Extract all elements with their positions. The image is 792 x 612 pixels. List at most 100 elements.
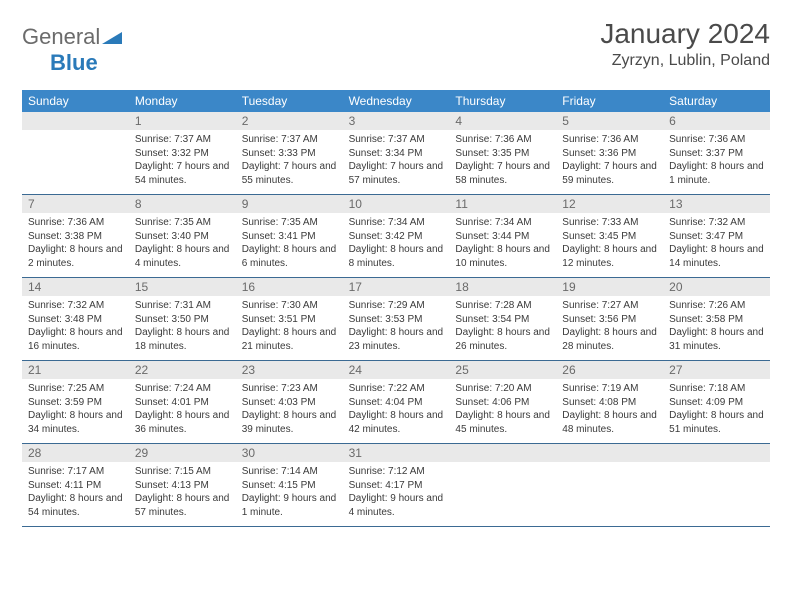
logo-word-blue: Blue <box>50 50 98 75</box>
sunset-text: Sunset: 4:11 PM <box>28 479 123 493</box>
day-number: 2 <box>236 112 343 130</box>
day-number: 1 <box>129 112 236 130</box>
day-body: Sunrise: 7:31 AMSunset: 3:50 PMDaylight:… <box>129 296 236 357</box>
daylight-text: Daylight: 8 hours and 16 minutes. <box>28 326 123 353</box>
sunset-text: Sunset: 3:51 PM <box>242 313 337 327</box>
day-number: 12 <box>556 195 663 213</box>
daylight-text: Daylight: 7 hours and 59 minutes. <box>562 160 657 187</box>
day-cell: 20Sunrise: 7:26 AMSunset: 3:58 PMDayligh… <box>663 278 770 360</box>
dow-monday: Monday <box>129 90 236 112</box>
sunrise-text: Sunrise: 7:23 AM <box>242 382 337 396</box>
day-number: 18 <box>449 278 556 296</box>
day-body: Sunrise: 7:32 AMSunset: 3:48 PMDaylight:… <box>22 296 129 357</box>
day-number: 28 <box>22 444 129 462</box>
day-cell <box>449 444 556 526</box>
dow-sunday: Sunday <box>22 90 129 112</box>
day-body: Sunrise: 7:22 AMSunset: 4:04 PMDaylight:… <box>343 379 450 440</box>
day-body: Sunrise: 7:14 AMSunset: 4:15 PMDaylight:… <box>236 462 343 523</box>
daylight-text: Daylight: 9 hours and 4 minutes. <box>349 492 444 519</box>
daylight-text: Daylight: 8 hours and 14 minutes. <box>669 243 764 270</box>
sunrise-text: Sunrise: 7:15 AM <box>135 465 230 479</box>
dow-friday: Friday <box>556 90 663 112</box>
daylight-text: Daylight: 8 hours and 28 minutes. <box>562 326 657 353</box>
dow-wednesday: Wednesday <box>343 90 450 112</box>
day-number: 22 <box>129 361 236 379</box>
logo-word-general: General <box>22 24 100 50</box>
title-block: January 2024 Zyrzyn, Lublin, Poland <box>600 18 770 70</box>
day-number: 21 <box>22 361 129 379</box>
day-body: Sunrise: 7:12 AMSunset: 4:17 PMDaylight:… <box>343 462 450 523</box>
day-body: Sunrise: 7:27 AMSunset: 3:56 PMDaylight:… <box>556 296 663 357</box>
sunrise-text: Sunrise: 7:20 AM <box>455 382 550 396</box>
daylight-text: Daylight: 8 hours and 39 minutes. <box>242 409 337 436</box>
day-body: Sunrise: 7:24 AMSunset: 4:01 PMDaylight:… <box>129 379 236 440</box>
day-body: Sunrise: 7:33 AMSunset: 3:45 PMDaylight:… <box>556 213 663 274</box>
sunset-text: Sunset: 3:37 PM <box>669 147 764 161</box>
daylight-text: Daylight: 7 hours and 58 minutes. <box>455 160 550 187</box>
sunset-text: Sunset: 3:54 PM <box>455 313 550 327</box>
sunset-text: Sunset: 3:36 PM <box>562 147 657 161</box>
day-body: Sunrise: 7:35 AMSunset: 3:41 PMDaylight:… <box>236 213 343 274</box>
day-body: Sunrise: 7:36 AMSunset: 3:38 PMDaylight:… <box>22 213 129 274</box>
day-cell: 6Sunrise: 7:36 AMSunset: 3:37 PMDaylight… <box>663 112 770 194</box>
day-body: Sunrise: 7:32 AMSunset: 3:47 PMDaylight:… <box>663 213 770 274</box>
sunset-text: Sunset: 3:41 PM <box>242 230 337 244</box>
daylight-text: Daylight: 8 hours and 54 minutes. <box>28 492 123 519</box>
week-row: 28Sunrise: 7:17 AMSunset: 4:11 PMDayligh… <box>22 444 770 527</box>
sunrise-text: Sunrise: 7:36 AM <box>669 133 764 147</box>
sunrise-text: Sunrise: 7:24 AM <box>135 382 230 396</box>
day-number <box>556 444 663 462</box>
sunset-text: Sunset: 3:42 PM <box>349 230 444 244</box>
sunrise-text: Sunrise: 7:36 AM <box>562 133 657 147</box>
day-number: 19 <box>556 278 663 296</box>
sunset-text: Sunset: 4:17 PM <box>349 479 444 493</box>
day-cell: 7Sunrise: 7:36 AMSunset: 3:38 PMDaylight… <box>22 195 129 277</box>
day-cell: 13Sunrise: 7:32 AMSunset: 3:47 PMDayligh… <box>663 195 770 277</box>
day-number: 6 <box>663 112 770 130</box>
daylight-text: Daylight: 8 hours and 45 minutes. <box>455 409 550 436</box>
day-number: 30 <box>236 444 343 462</box>
day-body: Sunrise: 7:25 AMSunset: 3:59 PMDaylight:… <box>22 379 129 440</box>
day-body: Sunrise: 7:36 AMSunset: 3:35 PMDaylight:… <box>449 130 556 191</box>
daylight-text: Daylight: 8 hours and 21 minutes. <box>242 326 337 353</box>
day-number: 13 <box>663 195 770 213</box>
day-number: 4 <box>449 112 556 130</box>
day-number: 8 <box>129 195 236 213</box>
day-cell: 5Sunrise: 7:36 AMSunset: 3:36 PMDaylight… <box>556 112 663 194</box>
sunset-text: Sunset: 4:06 PM <box>455 396 550 410</box>
day-body: Sunrise: 7:37 AMSunset: 3:33 PMDaylight:… <box>236 130 343 191</box>
day-cell: 31Sunrise: 7:12 AMSunset: 4:17 PMDayligh… <box>343 444 450 526</box>
day-body: Sunrise: 7:36 AMSunset: 3:36 PMDaylight:… <box>556 130 663 191</box>
day-body: Sunrise: 7:35 AMSunset: 3:40 PMDaylight:… <box>129 213 236 274</box>
dow-thursday: Thursday <box>449 90 556 112</box>
day-number <box>449 444 556 462</box>
sunset-text: Sunset: 3:53 PM <box>349 313 444 327</box>
sunrise-text: Sunrise: 7:18 AM <box>669 382 764 396</box>
day-cell: 8Sunrise: 7:35 AMSunset: 3:40 PMDaylight… <box>129 195 236 277</box>
day-body: Sunrise: 7:37 AMSunset: 3:32 PMDaylight:… <box>129 130 236 191</box>
day-cell: 16Sunrise: 7:30 AMSunset: 3:51 PMDayligh… <box>236 278 343 360</box>
day-number: 10 <box>343 195 450 213</box>
day-number: 29 <box>129 444 236 462</box>
calendar-grid: Sunday Monday Tuesday Wednesday Thursday… <box>22 90 770 527</box>
daylight-text: Daylight: 8 hours and 48 minutes. <box>562 409 657 436</box>
sunset-text: Sunset: 3:35 PM <box>455 147 550 161</box>
day-cell: 21Sunrise: 7:25 AMSunset: 3:59 PMDayligh… <box>22 361 129 443</box>
day-cell: 18Sunrise: 7:28 AMSunset: 3:54 PMDayligh… <box>449 278 556 360</box>
daylight-text: Daylight: 8 hours and 10 minutes. <box>455 243 550 270</box>
sunrise-text: Sunrise: 7:29 AM <box>349 299 444 313</box>
sunset-text: Sunset: 4:03 PM <box>242 396 337 410</box>
sunset-text: Sunset: 4:15 PM <box>242 479 337 493</box>
sunset-text: Sunset: 4:04 PM <box>349 396 444 410</box>
day-cell: 28Sunrise: 7:17 AMSunset: 4:11 PMDayligh… <box>22 444 129 526</box>
sunset-text: Sunset: 3:33 PM <box>242 147 337 161</box>
day-body: Sunrise: 7:15 AMSunset: 4:13 PMDaylight:… <box>129 462 236 523</box>
day-cell: 25Sunrise: 7:20 AMSunset: 4:06 PMDayligh… <box>449 361 556 443</box>
day-number: 23 <box>236 361 343 379</box>
day-cell: 26Sunrise: 7:19 AMSunset: 4:08 PMDayligh… <box>556 361 663 443</box>
sunset-text: Sunset: 4:01 PM <box>135 396 230 410</box>
sunset-text: Sunset: 3:58 PM <box>669 313 764 327</box>
month-title: January 2024 <box>600 18 770 50</box>
sunset-text: Sunset: 3:45 PM <box>562 230 657 244</box>
day-cell: 2Sunrise: 7:37 AMSunset: 3:33 PMDaylight… <box>236 112 343 194</box>
